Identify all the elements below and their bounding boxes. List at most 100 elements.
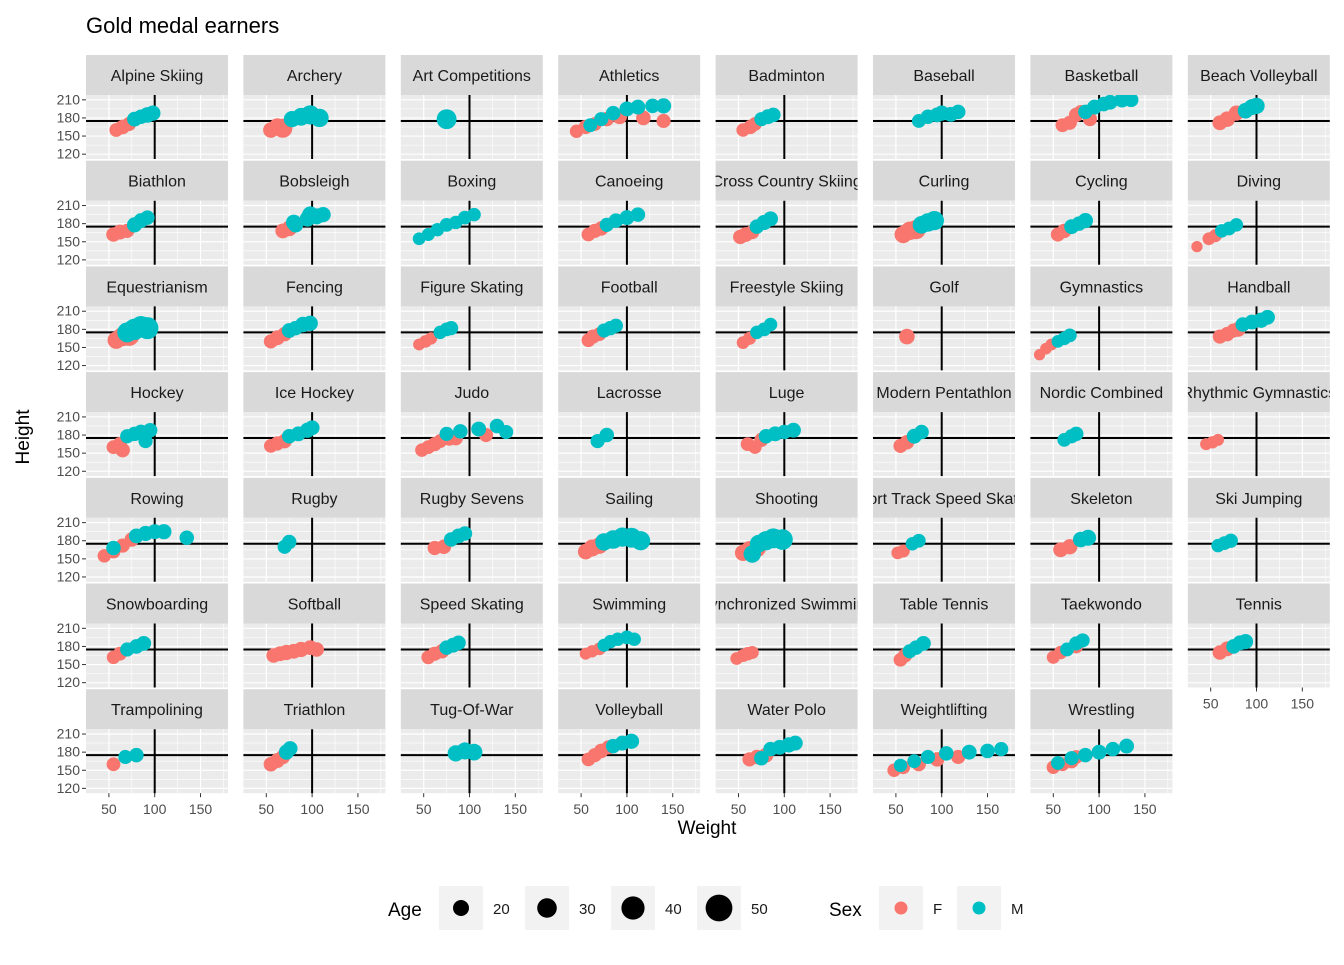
facet-label: Rhythmic Gymnastics <box>1181 385 1336 402</box>
facet-panel: Tug-Of-War 50 100 150 <box>400 689 543 817</box>
facet-label: Archery <box>287 68 342 85</box>
data-points <box>427 526 473 556</box>
facet-strip <box>558 689 701 730</box>
facet-label: Art Competitions <box>413 68 531 85</box>
facet-label: Hockey <box>130 385 183 402</box>
x-tick-label: 100 <box>1245 696 1269 712</box>
data-point <box>118 749 133 765</box>
facet-strip <box>1030 477 1173 518</box>
data-point <box>471 421 487 437</box>
data-points <box>581 207 646 242</box>
data-point <box>1078 747 1093 763</box>
data-point <box>1223 533 1238 548</box>
data-point <box>656 113 671 129</box>
y-tick-label: 120 <box>57 674 81 690</box>
legend-size-key-dot <box>537 898 557 918</box>
x-tick-label: 100 <box>930 801 954 817</box>
facet-strip <box>558 266 701 307</box>
x-tick-label: 100 <box>1087 801 1111 817</box>
facet-strip <box>715 55 858 95</box>
x-tick-label: 100 <box>143 801 167 817</box>
facet-strip <box>873 372 1015 413</box>
data-point <box>645 98 660 114</box>
data-point <box>1102 95 1118 110</box>
y-tick-label: 120 <box>57 568 81 584</box>
y-tick-label: 180 <box>57 532 81 548</box>
legend-size-key-dot <box>705 894 733 922</box>
facet-strip <box>86 160 228 201</box>
facet-label: Baseball <box>913 68 974 85</box>
data-point <box>115 442 130 458</box>
facet-panel: Wrestling 50 100 150 <box>1030 689 1173 817</box>
data-points <box>447 742 483 762</box>
data-point <box>1237 633 1254 650</box>
facet-panel: Beach Volleyball <box>1187 55 1330 159</box>
data-point <box>1062 539 1078 555</box>
data-point <box>310 108 329 128</box>
data-points <box>263 420 320 453</box>
y-tick-label: 150 <box>57 339 81 355</box>
facet-panel: Taekwondo <box>1030 583 1173 688</box>
facet-strip <box>873 55 1015 95</box>
y-tick-label: 150 <box>57 445 81 461</box>
legend-size-label: 20 <box>493 901 510 918</box>
y-tick-label: 210 <box>57 726 81 742</box>
data-point <box>655 98 672 114</box>
data-point <box>140 210 155 225</box>
facet-strip <box>400 477 543 518</box>
facet-label: Speed Skating <box>420 597 524 614</box>
data-points <box>1212 633 1254 660</box>
x-tick-label: 100 <box>458 801 482 817</box>
data-points <box>742 735 803 767</box>
data-points <box>893 635 931 667</box>
data-point <box>1075 633 1090 648</box>
x-tick-label: 100 <box>300 801 324 817</box>
y-tick-label: 180 <box>57 427 81 443</box>
y-tick-label: 150 <box>57 233 81 249</box>
facet-label: Nordic Combined <box>1040 385 1164 402</box>
x-tick-label: 150 <box>346 801 370 817</box>
x-tick-label: 50 <box>1203 696 1219 712</box>
y-tick-label: 120 <box>57 357 81 373</box>
facet-panel: Water Polo 50 100 150 <box>715 689 858 817</box>
x-tick-label: 50 <box>731 801 747 817</box>
data-point <box>583 118 598 133</box>
facet-panel: Cross Country Skiing <box>715 160 858 265</box>
data-point <box>1260 309 1275 325</box>
data-point <box>920 749 936 765</box>
facet-strip <box>715 372 858 413</box>
facet-strip <box>873 689 1015 730</box>
data-points <box>891 533 926 560</box>
data-point <box>951 749 966 765</box>
facet-panel: Short Track Speed Skating <box>873 477 1015 582</box>
facet-strip <box>1187 583 1330 624</box>
data-point <box>627 632 641 646</box>
facet-strip <box>873 266 1015 307</box>
data-point <box>1229 218 1244 232</box>
data-points <box>1053 529 1097 558</box>
data-point <box>939 746 954 761</box>
data-point <box>1191 240 1203 253</box>
data-points <box>1212 97 1265 131</box>
facet-strip <box>715 477 858 518</box>
data-points <box>590 427 615 449</box>
data-points <box>1050 213 1093 242</box>
y-tick-label: 120 <box>57 463 81 479</box>
data-point <box>1212 433 1225 446</box>
data-point <box>136 635 152 651</box>
facet-panel: Freestyle Skiing <box>715 266 858 371</box>
data-points <box>263 315 318 349</box>
facet-panel: Judo <box>400 372 543 477</box>
data-points <box>899 328 915 345</box>
data-point <box>772 529 793 550</box>
data-point <box>309 642 324 657</box>
facet-label: Water Polo <box>747 702 826 719</box>
data-points <box>106 635 152 665</box>
data-points <box>894 211 944 244</box>
y-tick-label: 180 <box>57 638 81 654</box>
data-point <box>424 332 438 345</box>
data-point <box>630 99 646 115</box>
